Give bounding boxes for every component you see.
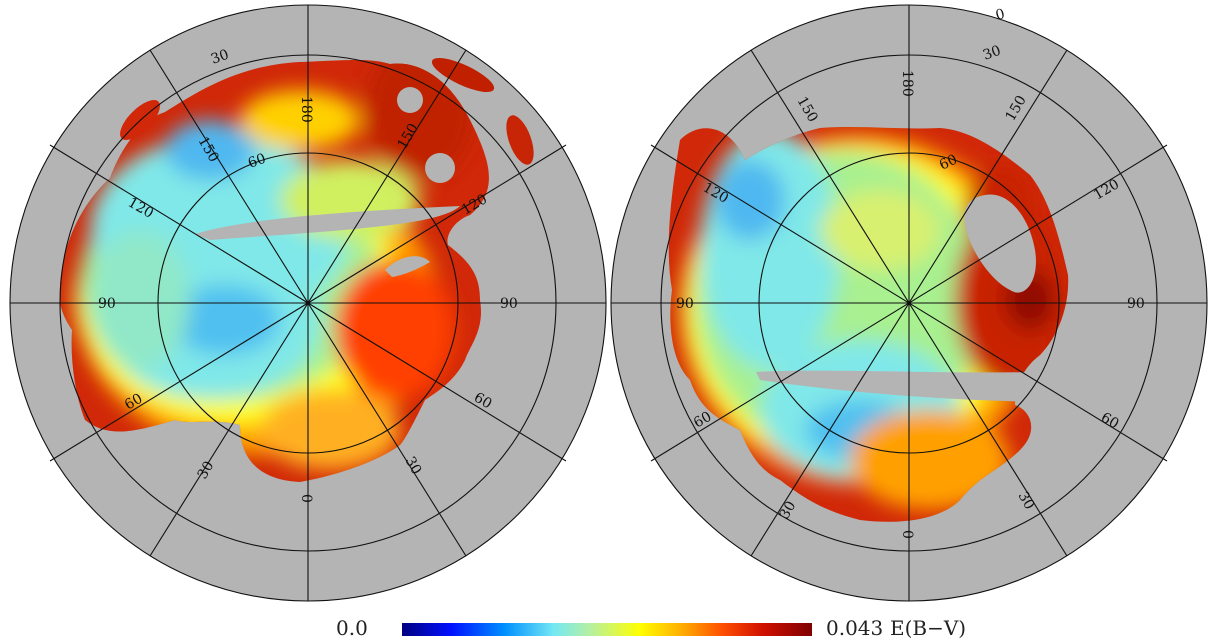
north-label-60-left: 60: [122, 391, 145, 414]
colorbar-min-label: 0.0: [336, 616, 368, 640]
south-label-60-left: 60: [691, 409, 714, 432]
north-polar-map: 180 150 120 90 60 30 0 30 60 90 120 150 …: [9, 4, 607, 602]
north-label-30-right: 30: [402, 454, 425, 477]
north-labels: 180 150 120 90 60 30 0 30 60 90 120 150 …: [98, 47, 518, 503]
colorbar-unit-label: E(B−V): [890, 616, 967, 640]
north-patch-3: [506, 115, 534, 165]
north-ring-label-60: 60: [246, 151, 268, 172]
north-label-60-right: 60: [471, 390, 494, 413]
north-ring-label-30: 30: [209, 47, 231, 68]
south-polar-map: 180 150 120 90 60 30 0 30 60 90 120 150 …: [610, 4, 1208, 602]
north-label-30-left: 30: [195, 459, 218, 482]
south-label-30-left: 30: [777, 499, 800, 522]
colorbar-max-label: 0.043: [826, 616, 884, 640]
north-label-0: 0: [298, 494, 314, 503]
polar-maps: 180 150 120 90 60 30 0 30 60 90 120 150 …: [9, 4, 1208, 602]
south-label-30-right: 30: [1015, 489, 1038, 512]
colorbar: 0.0 0.043 E(B−V): [0, 614, 1212, 644]
north-label-90-left: 90: [98, 296, 116, 312]
south-graticule: [610, 4, 1208, 602]
north-graticule: [9, 4, 607, 602]
south-ring-label-60: 60: [937, 152, 960, 174]
south-label-0: 0: [899, 530, 915, 539]
south-label-180: 180: [899, 70, 915, 97]
north-label-180: 180: [298, 96, 314, 123]
north-label-90-right: 90: [500, 296, 518, 312]
colorbar-gradient: [402, 623, 812, 636]
south-label-90-right: 90: [1127, 296, 1145, 312]
south-masked-streak: [756, 370, 1040, 402]
north-patch-2: [431, 58, 495, 92]
south-ring-label-0: 0: [994, 6, 1007, 24]
south-label-60-right: 60: [1098, 410, 1121, 433]
south-label-90-left: 90: [676, 296, 694, 312]
south-ring-label-30: 30: [981, 43, 1003, 64]
north-masked-streak: [195, 206, 460, 240]
